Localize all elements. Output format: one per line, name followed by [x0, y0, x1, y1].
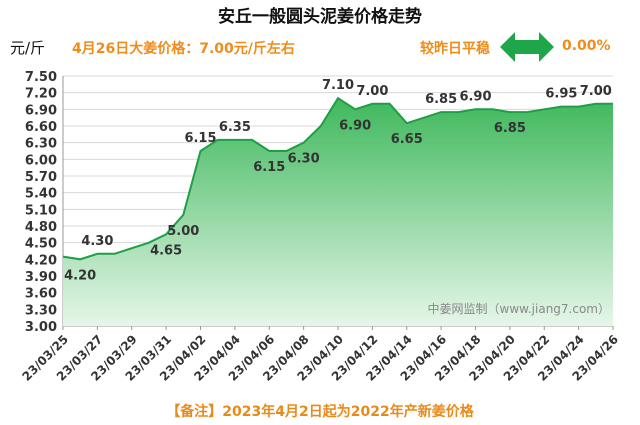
left-right-arrow-icon [500, 30, 554, 68]
y-tick-label: 6.90 [25, 103, 57, 118]
y-tick-label: 3.30 [25, 303, 57, 318]
watermark-text: 中姜网监制（www.jiang7.com） [428, 301, 610, 316]
y-tick-label: 6.60 [25, 120, 57, 135]
price-line [62, 96, 613, 261]
data-label: 7.00 [580, 84, 612, 99]
data-label: 4.20 [64, 268, 96, 283]
price-series [62, 96, 613, 326]
unit-label: 元/斤 [10, 39, 46, 57]
y-axis-ticks: 3.00 3.303.60 3.90 4.204.50 4.80 5.105.40 5.70… [25, 70, 57, 335]
data-label: 6.15 [184, 131, 216, 146]
y-tick-label: 5.70 [25, 170, 57, 185]
data-label: 4.65 [150, 243, 182, 258]
data-label: 6.95 [545, 87, 577, 102]
data-label: 5.00 [167, 224, 199, 239]
y-tick-label: 5.10 [25, 203, 57, 218]
y-tick-label: 4.80 [25, 220, 57, 235]
data-label: 7.00 [356, 84, 388, 99]
y-tick-label: 4.50 [25, 237, 57, 252]
compare-value: 0.00% [562, 38, 611, 54]
price-area [63, 98, 613, 326]
y-tick-label: 6.00 [25, 153, 57, 168]
y-tick-label: 4.20 [25, 253, 57, 268]
data-label: 7.10 [322, 78, 354, 93]
compare-label: 较昨日平稳 [420, 41, 490, 57]
y-tick-label: 7.50 [25, 70, 57, 85]
price-headline: 4月26日大姜价格：7.00元/斤左右 [72, 41, 295, 57]
data-label: 6.65 [391, 132, 423, 147]
y-tick-label: 6.30 [25, 137, 57, 152]
footnote: 【备注】2023年4月2日起为2022年产新姜价格 [166, 404, 474, 420]
y-tick-label: 5.40 [25, 187, 57, 202]
chart-title: 安丘一般圆头泥姜价格走势 [218, 7, 422, 27]
y-tick-label: 3.00 [25, 320, 57, 335]
data-label: 6.85 [425, 92, 457, 107]
y-tick-label: 7.20 [25, 87, 57, 102]
data-label: 6.15 [253, 160, 285, 175]
y-tick-label: 3.60 [25, 287, 57, 302]
data-label: 6.90 [339, 118, 371, 133]
data-label: 6.90 [459, 89, 491, 104]
x-axis-ticks: 23/03/2523/03/2723/03/2923/03/3123/04/02… [20, 332, 622, 384]
y-tick-label: 3.90 [25, 270, 57, 285]
data-label: 4.30 [81, 234, 113, 249]
data-label: 6.85 [494, 121, 526, 136]
data-label: 6.30 [288, 152, 320, 167]
data-labels: 4.204.304.655.006.156.356.156.307.106.90… [64, 78, 612, 283]
data-label: 6.35 [219, 120, 251, 135]
